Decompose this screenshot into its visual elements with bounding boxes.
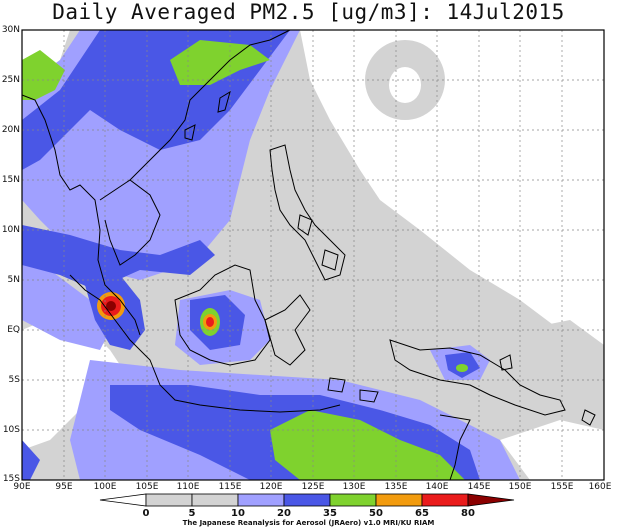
colorbar-label: 35 — [323, 508, 337, 519]
lat-label: 5S — [8, 375, 20, 385]
lon-label: 90E — [13, 482, 31, 492]
map-frame — [21, 29, 605, 481]
lon-label: 160E — [588, 482, 612, 492]
colorbar-swatch — [191, 493, 239, 507]
lat-label: 30N — [1, 25, 20, 35]
lon-label: 140E — [425, 482, 449, 492]
lat-label: 5N — [7, 275, 20, 285]
colorbar-label: 20 — [277, 508, 291, 519]
lon-label: 95E — [55, 482, 73, 492]
lon-label: 105E — [135, 482, 159, 492]
colorbar-label: 0 — [142, 508, 150, 519]
clean-core — [389, 67, 421, 103]
pm-20-35-zone — [22, 440, 40, 480]
colorbar-swatch — [237, 493, 285, 507]
lon-label: 125E — [301, 482, 325, 492]
pm-10-20-zone — [22, 250, 110, 350]
lat-label: 15S — [2, 474, 20, 484]
lon-label: 145E — [467, 482, 491, 492]
lat-label: 10N — [1, 225, 20, 235]
clean-air-zone — [500, 420, 604, 480]
map-title: Daily Averaged PM2.5 [ug/m3]: 14Jul2015 — [52, 0, 565, 24]
lon-label: 120E — [259, 482, 283, 492]
colorbar-arrow-low — [99, 493, 147, 507]
hotspot-darkred — [106, 301, 116, 311]
pm-35-50-zone — [170, 40, 270, 85]
colorbar-label: 50 — [369, 508, 383, 519]
clean-air-zone — [300, 30, 604, 350]
colorbar-swatch — [375, 493, 423, 507]
colorbar-label: 5 — [188, 508, 196, 519]
pm-35-50-zone — [22, 50, 65, 100]
colorbar-swatch — [421, 493, 469, 507]
lon-label: 150E — [508, 482, 532, 492]
coastlines — [21, 29, 596, 481]
colorbar — [99, 493, 515, 507]
colorbar-swatch — [145, 493, 193, 507]
lon-label: 100E — [93, 482, 117, 492]
lon-label: 115E — [218, 482, 242, 492]
lat-label: 25N — [1, 75, 20, 85]
lat-label: 15N — [1, 175, 20, 185]
lat-label: 10S — [2, 425, 20, 435]
lon-label: 155E — [550, 482, 574, 492]
colorbar-label: 10 — [231, 508, 245, 519]
lon-label: 110E — [176, 482, 200, 492]
pm-35-50-zone — [456, 364, 468, 372]
colorbar-label: 65 — [415, 508, 429, 519]
lon-label: 130E — [342, 482, 366, 492]
lat-label: EQ — [7, 325, 20, 335]
gridlines — [22, 30, 604, 480]
pm-35-50-zone — [270, 410, 465, 480]
pm-20-35-zone — [22, 225, 215, 290]
colorbar-arrow-high — [467, 493, 515, 507]
lon-label: 135E — [384, 482, 408, 492]
colorbar-label: 80 — [461, 508, 475, 519]
pm25-map — [21, 29, 605, 481]
clean-air-zone — [22, 310, 130, 450]
hotspot-red — [206, 317, 214, 327]
lat-label: 20N — [1, 125, 20, 135]
colorbar-swatch — [283, 493, 331, 507]
colorbar-swatch — [329, 493, 377, 507]
credit-line: The Japanese Reanalysis for Aerosol (JRA… — [182, 519, 435, 527]
